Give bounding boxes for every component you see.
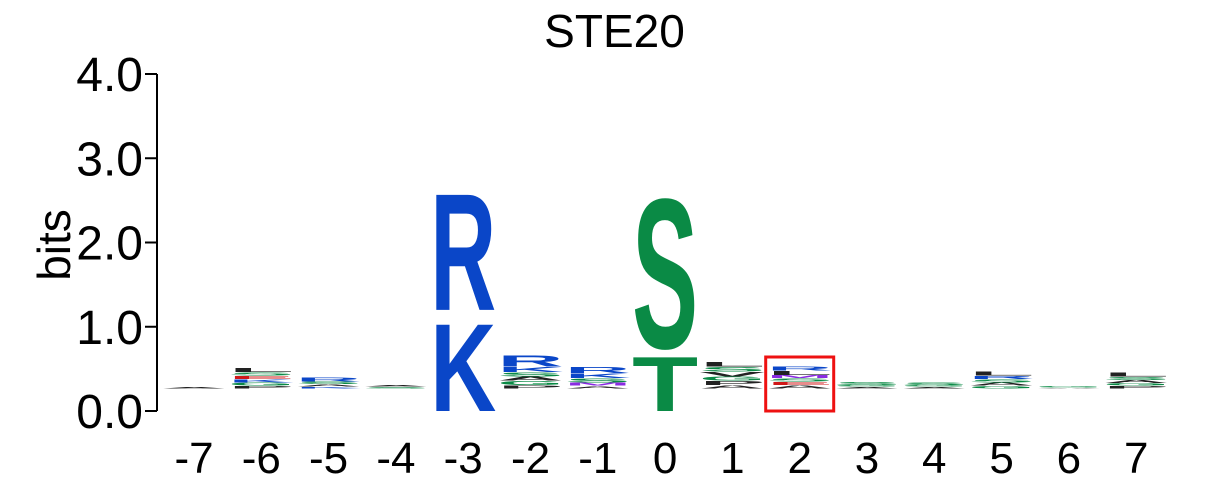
x-tick-label: 5 — [989, 434, 1013, 483]
logo-letter: K — [296, 386, 362, 388]
logo-letter: A — [834, 386, 900, 388]
y-tick-label: 1.0 — [76, 302, 143, 355]
y-tick-label: 0.0 — [76, 386, 143, 439]
x-tick-label: 1 — [720, 434, 744, 483]
logo-letter: P — [498, 384, 564, 389]
logo-letter: A — [161, 386, 227, 388]
x-tick-label: 2 — [787, 434, 811, 483]
logo-letter: A — [767, 384, 833, 389]
logo-letter: P — [228, 385, 294, 388]
x-tick-label: -6 — [242, 434, 281, 483]
x-tick-label: -1 — [578, 434, 617, 483]
y-tick-label: 4.0 — [76, 49, 143, 102]
logo-letter: A — [565, 385, 631, 389]
logo-letter: P — [1103, 385, 1169, 388]
y-axis-label: bits — [28, 209, 80, 281]
x-tick-label: 6 — [1057, 434, 1081, 483]
x-tick-label: 7 — [1124, 434, 1148, 483]
logo-letter: A — [901, 386, 967, 388]
x-tick-label: 3 — [855, 434, 879, 483]
x-tick-label: -4 — [376, 434, 415, 483]
y-tick-label: 3.0 — [76, 133, 143, 186]
x-tick-label: -3 — [444, 434, 483, 483]
y-tick-label: 2.0 — [76, 218, 143, 271]
logo-letter: A — [699, 384, 765, 389]
logo-letter: S — [363, 386, 429, 388]
x-tick-label: 0 — [653, 434, 677, 483]
x-tick-label: -7 — [174, 434, 213, 483]
x-tick-label: -2 — [511, 434, 550, 483]
logo-letter: K — [430, 299, 496, 438]
logo-letter: G — [969, 385, 1035, 388]
x-tick-label: 4 — [922, 434, 946, 483]
logo-letter: A — [1036, 387, 1102, 388]
logo-letter: T — [632, 340, 698, 427]
x-tick-label: -5 — [309, 434, 348, 483]
